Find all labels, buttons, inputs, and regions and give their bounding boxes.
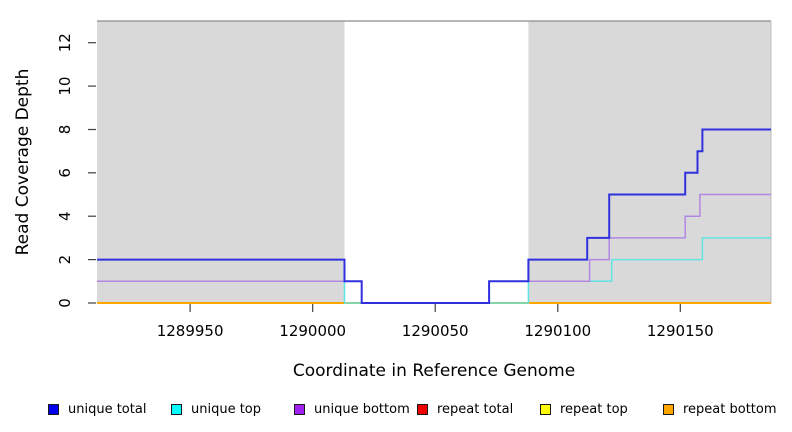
y-axis-tick-label: 8	[56, 125, 74, 135]
legend-item-label: repeat bottom	[683, 401, 777, 417]
y-axis-tick-label: 2	[56, 255, 74, 265]
x-axis-tick-label: 1290000	[279, 322, 346, 340]
y-axis-tick-label: 10	[56, 77, 74, 96]
legend-item-unique-bottom: unique bottom	[294, 402, 417, 417]
x-axis-title: Coordinate in Reference Genome	[293, 361, 575, 381]
legend-item-unique-top: unique top	[171, 402, 294, 417]
x-axis-tick-label: 1290050	[402, 322, 469, 340]
legend-item-label: unique total	[68, 401, 147, 417]
shaded-regions-group	[97, 20, 772, 303]
x-axis-tick-label: 1289950	[157, 322, 224, 340]
shaded-region	[97, 21, 345, 303]
legend-item-repeat-total: repeat total	[417, 402, 540, 417]
chart-canvas: 1289950 1290000 1290050 1290100 1290150 0 2 4 6 8…	[13, 20, 772, 381]
legend-item-label: unique bottom	[314, 401, 410, 417]
y-axis-tick-label: 0	[56, 298, 74, 308]
y-axis-tick-label: 4	[56, 211, 74, 221]
y-axis-title: Read Coverage Depth	[13, 69, 33, 256]
legend-swatch-icon	[540, 403, 551, 415]
legend-item-unique-total: unique total	[48, 402, 171, 417]
y-axis-tick-label: 12	[56, 33, 74, 52]
legend-swatch-icon	[171, 403, 182, 415]
legend-swatch-icon	[663, 403, 674, 415]
legend: unique total unique top unique bottom repea…	[48, 396, 786, 422]
legend-swatch-icon	[294, 403, 305, 415]
x-axis-tick-label: 1290150	[647, 322, 714, 340]
legend-swatch-icon	[417, 403, 428, 415]
series-lines-group	[97, 128, 771, 304]
shaded-region	[528, 21, 771, 303]
x-axis-tick-label: 1290100	[524, 322, 591, 340]
y-axis-tick-label: 6	[56, 168, 74, 178]
legend-item-label: unique top	[191, 401, 262, 417]
legend-item-repeat-top: repeat top	[540, 402, 663, 417]
legend-item-label: repeat total	[437, 401, 514, 417]
legend-item-label: repeat top	[560, 401, 628, 417]
axes-group: 1289950 1290000 1290050 1290100 1290150 0 2 4 6 8…	[56, 33, 714, 340]
legend-item-repeat-bottom: repeat bottom	[663, 402, 786, 417]
legend-swatch-icon	[48, 403, 59, 415]
series-line-unique-total	[97, 128, 771, 304]
